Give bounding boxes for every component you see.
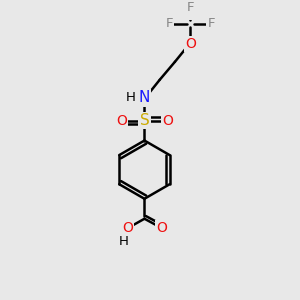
Text: O: O <box>116 114 127 128</box>
Text: H: H <box>126 91 136 104</box>
Text: O: O <box>162 114 172 128</box>
Text: F: F <box>187 1 194 13</box>
Text: F: F <box>207 17 215 30</box>
Text: H: H <box>119 235 129 248</box>
Text: N: N <box>139 90 150 105</box>
Text: O: O <box>156 221 167 236</box>
Text: F: F <box>166 17 173 30</box>
Text: S: S <box>140 113 149 128</box>
Text: O: O <box>185 37 196 51</box>
Text: O: O <box>122 221 133 236</box>
